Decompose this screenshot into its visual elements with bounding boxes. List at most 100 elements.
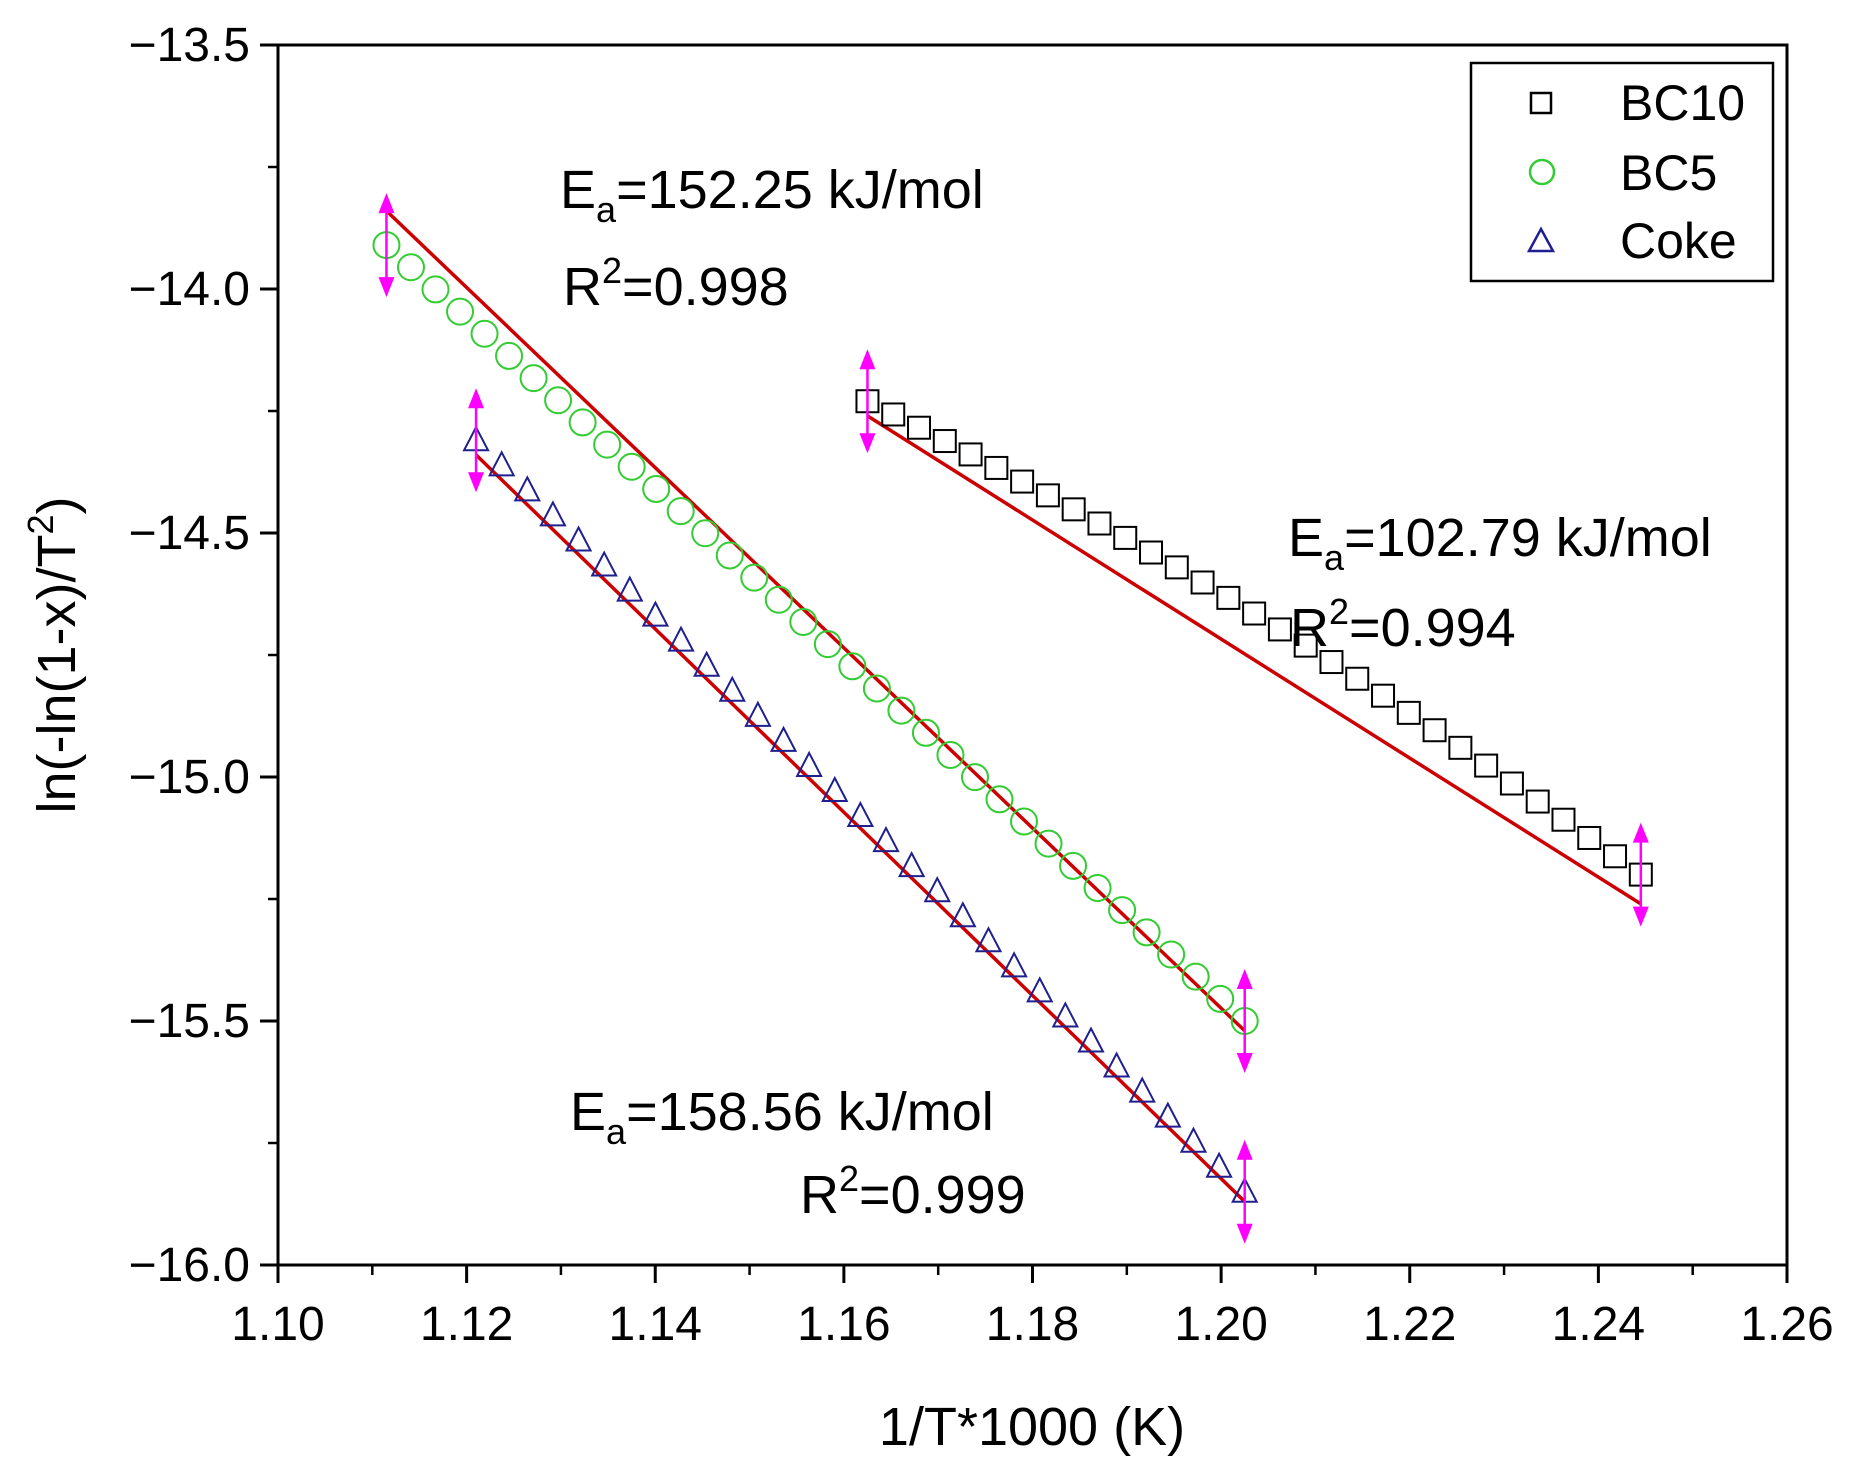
y-axis-title-main: ln(-ln(1-x)/T: [27, 535, 87, 814]
data-point-bc5: [764, 585, 793, 614]
data-point-coke: [616, 575, 644, 602]
range-marker-arrow-down: [859, 433, 876, 454]
y-tick-label: −15.5: [129, 995, 250, 1048]
data-point-bc10: [932, 429, 957, 454]
data-point-bc10: [1448, 735, 1473, 760]
data-point-bc5: [1181, 962, 1210, 991]
annotation-bc10: Ea=102.79 kJ/mol R2=0.994: [1288, 508, 1712, 658]
legend-marker-bc5: [1528, 158, 1556, 186]
y-tick-label: −14.5: [129, 507, 250, 560]
data-point-bc5: [740, 563, 769, 592]
data-point-bc5: [1034, 829, 1063, 858]
annotation-coke: Ea=158.56 kJ/mol R2=0.999: [570, 1082, 1026, 1225]
range-marker-arrow-up: [378, 193, 395, 214]
data-point-coke: [923, 876, 951, 903]
data-point-coke: [718, 675, 746, 702]
x-tick-label: 1.10: [231, 1298, 324, 1351]
data-point-bc5: [789, 607, 818, 636]
annotation-coke-r2: R2=0.999: [800, 1158, 1026, 1225]
data-point-coke: [590, 550, 618, 577]
data-point-bc10: [1551, 807, 1576, 832]
data-point-bc10: [1139, 540, 1164, 565]
data-point-coke: [846, 800, 875, 828]
data-point-bc10: [1216, 585, 1241, 610]
data-point-bc5: [593, 430, 622, 459]
data-point-bc5: [396, 253, 425, 282]
data-point-coke: [821, 775, 849, 802]
data-point-coke: [641, 600, 670, 627]
data-point-bc10: [1087, 511, 1112, 536]
data-point-bc10: [1242, 601, 1267, 626]
data-point-bc5: [446, 297, 475, 326]
data-point-bc10: [1525, 789, 1550, 814]
data-point-bc5: [617, 452, 646, 481]
data-point-bc10: [1422, 718, 1447, 743]
x-tick-label: 1.24: [1552, 1298, 1645, 1351]
y-tick-label: −14.0: [129, 263, 250, 316]
range-marker-arrow-up: [1236, 1139, 1253, 1160]
data-point-coke: [974, 926, 1003, 953]
data-point-bc10: [1113, 525, 1138, 550]
data-point-bc5: [1108, 896, 1137, 925]
data-point-bc5: [642, 474, 671, 503]
data-point-bc5: [691, 519, 720, 548]
data-point-coke: [1000, 951, 1028, 978]
x-axis: 1.10 1.12 1.14 1.16 1.18 1.20 1.22 1.24 1.26: [231, 1265, 1834, 1351]
data-point-coke: [539, 500, 567, 527]
data-point-coke: [872, 825, 900, 853]
legend: BC10 BC5 Coke: [1469, 61, 1775, 283]
data-point-coke: [1077, 1026, 1105, 1053]
data-point-coke: [1026, 976, 1054, 1003]
range-marker-arrow-down: [378, 277, 395, 298]
data-point-bc5: [960, 763, 989, 792]
data-point-bc5: [470, 319, 499, 348]
data-point-bc5: [715, 541, 744, 570]
data-point-coke: [1179, 1126, 1208, 1153]
data-point-coke: [949, 901, 977, 928]
data-point-bc10: [1190, 570, 1215, 595]
range-marker-arrow-up: [1236, 969, 1253, 989]
x-tick-label: 1.14: [609, 1298, 702, 1351]
legend-label-bc10: BC10: [1620, 75, 1745, 131]
fit-lines: [385, 209, 1642, 1203]
data-point-bc5: [985, 785, 1014, 814]
data-point-bc5: [1059, 851, 1088, 880]
x-tick-label: 1.16: [797, 1298, 890, 1351]
x-tick-label: 1.20: [1174, 1298, 1267, 1351]
annotation-bc10-r2: R2=0.994: [1290, 591, 1516, 658]
data-point-coke: [693, 650, 721, 677]
y-axis-title-close: ): [27, 496, 87, 514]
annotation-bc5-r2: R2=0.998: [563, 250, 789, 317]
range-marker-arrow-up: [859, 349, 876, 370]
data-point-coke: [744, 700, 772, 727]
data-point-coke: [795, 750, 823, 777]
data-point-bc5: [936, 740, 965, 769]
x-axis-title: 1/T*1000 (K): [879, 1397, 1185, 1457]
data-point-bc10: [1267, 617, 1292, 642]
data-point-bc5: [421, 275, 450, 304]
data-point-coke: [488, 450, 516, 477]
range-marker-arrow-up: [468, 388, 485, 409]
data-point-bc10: [1345, 666, 1370, 691]
data-point-bc10: [1164, 555, 1189, 580]
data-point-bc10: [958, 442, 983, 467]
legend-marker-coke: [1526, 226, 1556, 253]
range-marker-arrow-up: [1632, 822, 1649, 843]
data-point-bc5: [1132, 918, 1161, 947]
x-tick-label: 1.26: [1740, 1298, 1833, 1351]
data-point-bc10: [1061, 497, 1086, 522]
data-point-bc10: [1499, 771, 1524, 796]
data-point-bc10: [1371, 683, 1396, 708]
y-axis-title: ln(-ln(1-x)/T2): [20, 496, 87, 813]
range-markers: [378, 193, 1649, 1244]
y-tick-label: −15.0: [129, 751, 250, 804]
data-point-bc5: [544, 386, 573, 415]
data-markers: [372, 231, 1653, 1203]
data-point-bc5: [1010, 807, 1039, 836]
legend-marker-bc10: [1529, 91, 1553, 115]
legend-label-coke: Coke: [1620, 213, 1737, 269]
data-point-bc10: [1035, 483, 1060, 508]
data-point-bc10: [1603, 844, 1628, 869]
annotation-bc5-ea: Ea=152.25 kJ/mol: [560, 160, 984, 230]
